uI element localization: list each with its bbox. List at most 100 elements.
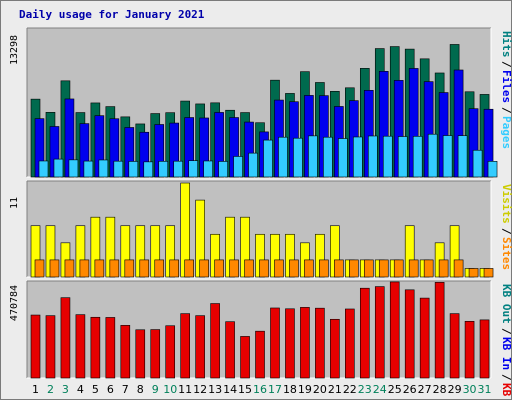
x-tick-label-27: 27	[418, 383, 432, 396]
x-tick-label-24: 24	[373, 383, 387, 396]
kb_in-bar-15	[240, 336, 250, 379]
panel-kbytes-legend-4: KB F	[500, 383, 512, 400]
sites-bar-19	[304, 259, 314, 278]
x-tick-label-22: 22	[343, 383, 357, 396]
pages-bar-15	[248, 152, 258, 178]
sites-bar-2	[49, 259, 60, 278]
x-tick-label-13: 13	[208, 383, 222, 396]
kb_in-bar-21	[330, 318, 340, 379]
kb_in-bar-29	[449, 313, 460, 379]
pages-bar-25	[397, 136, 408, 178]
kb_in-bar-6	[105, 317, 116, 379]
sites-bar-18	[289, 259, 299, 278]
pages-bar-27	[427, 133, 438, 178]
kb_in-bar-30	[464, 320, 475, 379]
sites-bar-14	[229, 259, 239, 278]
kb_in-bar-18	[285, 308, 295, 379]
x-tick-label-8: 8	[137, 383, 144, 396]
x-tick-label-9: 9	[152, 383, 159, 396]
pages-bar-1	[38, 160, 49, 178]
x-tick-label-10: 10	[163, 383, 177, 396]
x-tick-label-31: 31	[478, 383, 492, 396]
sites-bar-22	[349, 259, 359, 278]
kb_in-bar-9	[150, 329, 161, 379]
sites-bar-8	[139, 259, 150, 278]
x-tick-label-4: 4	[77, 383, 84, 396]
kb_in-bar-26	[404, 289, 415, 379]
pages-bar-11	[188, 160, 198, 178]
sites-bar-10	[169, 259, 180, 278]
x-tick-label-18: 18	[283, 383, 297, 396]
pages-bar-26	[412, 136, 423, 178]
kb_in-bar-10	[165, 325, 176, 379]
kb_in-bar-3	[60, 297, 71, 379]
sites-bar-30	[468, 268, 479, 278]
panel-hits-legend-2: Files	[500, 70, 512, 103]
sites-bar-25	[393, 259, 404, 278]
x-tick-label-25: 25	[388, 383, 402, 396]
sites-bar-27	[423, 259, 434, 278]
panel-hits-legend-1: /	[500, 61, 512, 68]
pages-bar-6	[113, 160, 124, 178]
pages-bar-18	[293, 137, 303, 178]
sites-bar-23	[363, 259, 374, 278]
pages-bar-30	[472, 149, 483, 178]
pages-bar-3	[68, 159, 79, 178]
x-tick-label-7: 7	[122, 383, 129, 396]
x-tick-label-16: 16	[253, 383, 267, 396]
sites-bar-7	[124, 259, 135, 278]
kb_in-bar-19	[300, 307, 310, 379]
panel-hits-legend-0: Hits	[500, 31, 512, 58]
x-tick-label-21: 21	[328, 383, 342, 396]
panel-kbytes-legend-2: KB In	[500, 337, 512, 370]
panel-kbytes-legend-0: KB Out	[500, 284, 512, 324]
x-tick-label-5: 5	[92, 383, 99, 396]
sites-bar-11	[184, 259, 194, 278]
sites-bar-13	[214, 259, 224, 278]
pages-bar-13	[218, 161, 228, 178]
x-tick-label-29: 29	[448, 383, 462, 396]
x-tick-label-20: 20	[313, 383, 327, 396]
kb_in-bar-25	[389, 281, 400, 379]
pages-bar-23	[367, 135, 378, 178]
x-tick-label-23: 23	[358, 383, 372, 396]
pages-bar-22	[353, 136, 363, 178]
kb_in-bar-7	[120, 325, 131, 379]
sites-bar-29	[453, 259, 464, 278]
panel-visits-legend-2: Sites	[500, 237, 512, 270]
kb_in-bar-13	[210, 303, 220, 379]
sites-bar-9	[154, 259, 165, 278]
x-tick-label-11: 11	[178, 383, 192, 396]
kb_in-bar-17	[270, 307, 280, 379]
kb_in-bar-12	[195, 315, 205, 379]
sites-bar-17	[274, 259, 284, 278]
pages-bar-2	[53, 158, 64, 178]
pages-bar-10	[173, 160, 184, 178]
x-tick-label-17: 17	[268, 383, 282, 396]
pages-bar-12	[203, 160, 213, 178]
sites-bar-4	[79, 259, 90, 278]
sites-bar-3	[64, 259, 75, 278]
x-tick-label-6: 6	[107, 383, 114, 396]
panel-kbytes-ymax-label: 470784	[9, 285, 20, 321]
panel-kbytes-legend-1: /	[500, 328, 512, 335]
kb_in-bar-31	[479, 319, 490, 379]
pages-bar-14	[233, 156, 243, 178]
x-tick-label-26: 26	[403, 383, 417, 396]
panel-visits-ymax-label: 11	[9, 197, 20, 209]
kb_in-bar-8	[135, 329, 146, 379]
sites-bar-31	[483, 268, 494, 278]
kb_in-bar-20	[315, 307, 325, 379]
kb_in-bar-11	[180, 313, 190, 379]
pages-bar-29	[457, 135, 468, 178]
kb_in-bar-14	[225, 321, 235, 379]
pages-bar-8	[143, 161, 154, 178]
kb_in-bar-28	[434, 282, 445, 379]
pages-bar-28	[442, 135, 453, 178]
panel-hits-ymax-label: 13298	[9, 35, 20, 65]
kb_in-bar-22	[345, 308, 355, 379]
x-tick-label-2: 2	[47, 383, 54, 396]
kb_in-bar-24	[374, 286, 385, 379]
x-tick-label-14: 14	[223, 383, 237, 396]
